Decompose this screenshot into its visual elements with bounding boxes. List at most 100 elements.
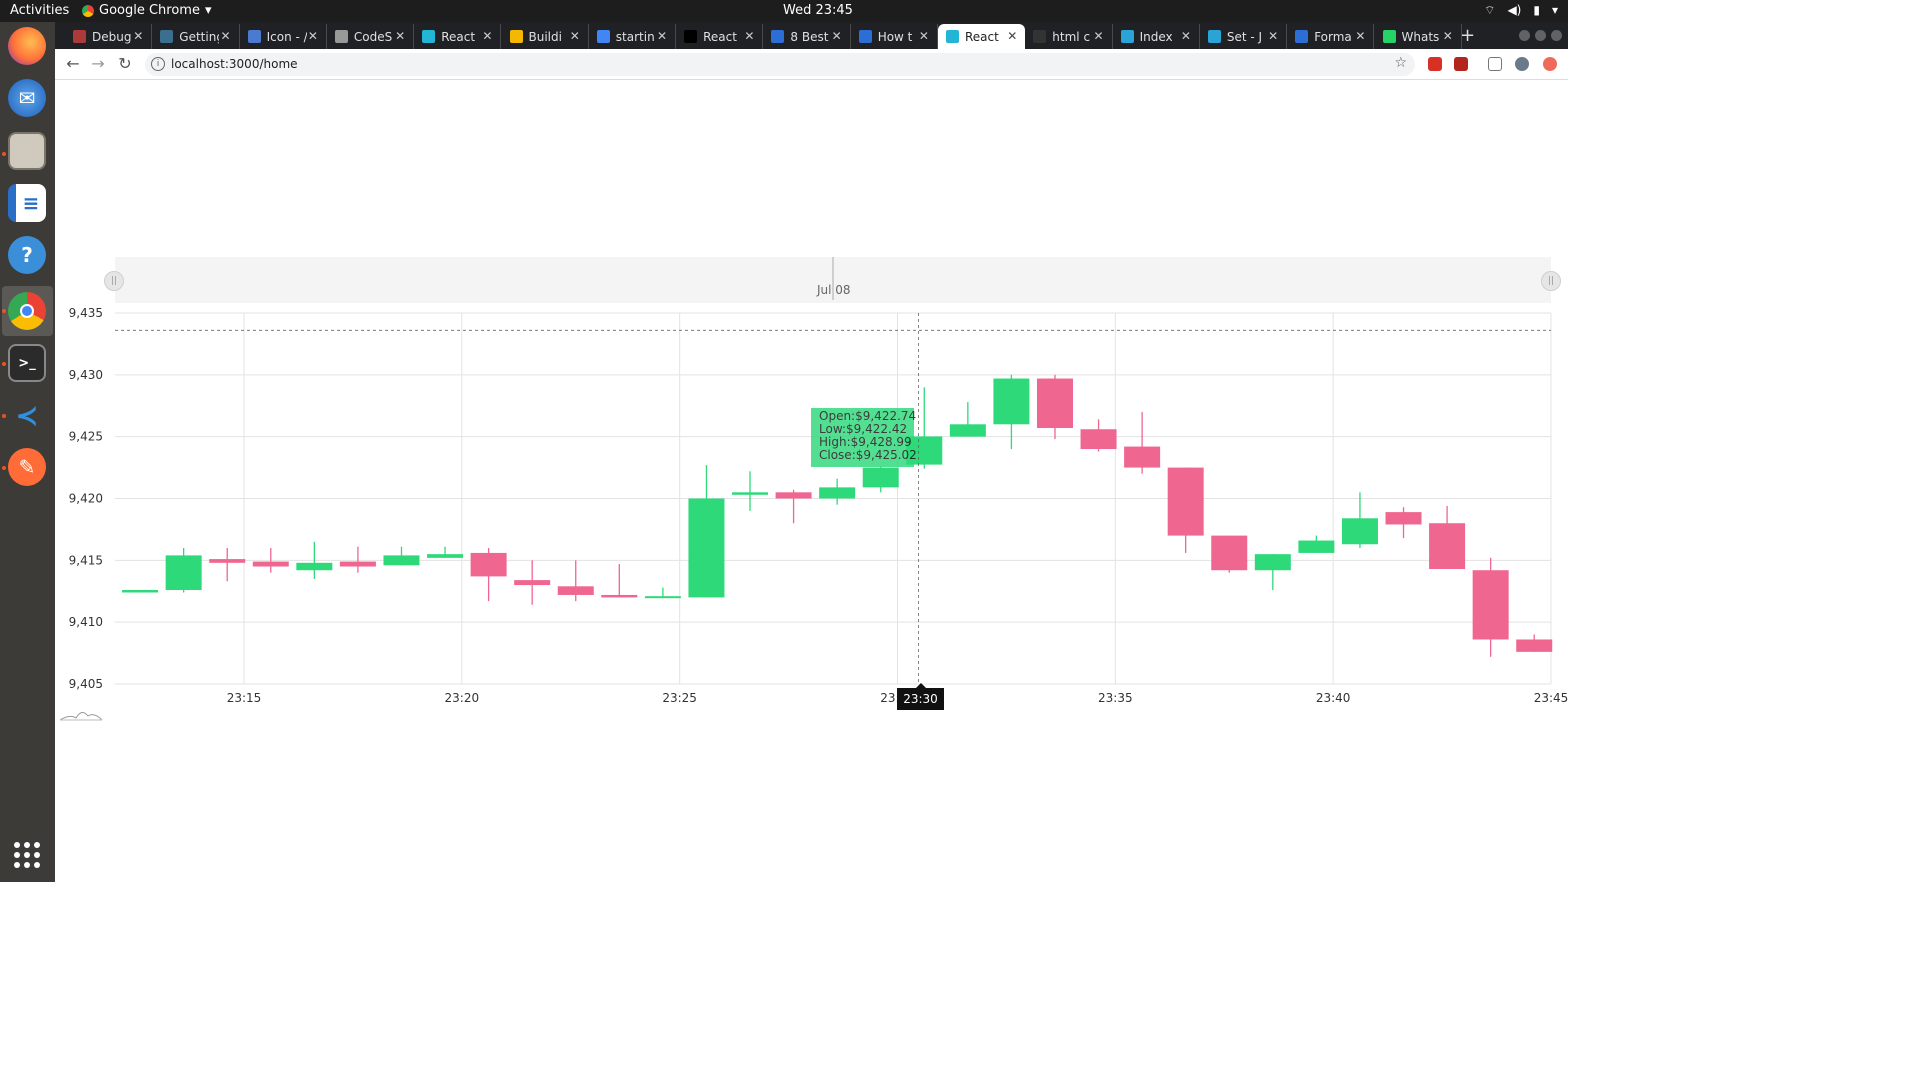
browser-tab[interactable]: Forma ✕ (1287, 24, 1375, 49)
tab-title: Forma (1314, 29, 1352, 44)
activities-button[interactable]: Activities (10, 3, 70, 18)
close-tab-icon[interactable]: ✕ (1180, 29, 1191, 43)
close-tab-icon[interactable]: ✕ (1268, 29, 1279, 43)
candle-body (252, 561, 289, 567)
browser-tab[interactable]: Icon - / ✕ (240, 24, 327, 49)
candle-body (1385, 512, 1422, 525)
forward-button[interactable]: → (91, 54, 105, 73)
browser-toolbar: ← → ↻ i localhost:3000/home ☆ (55, 49, 1568, 80)
candle-body (1472, 570, 1509, 640)
terminal-icon[interactable]: >_ (8, 344, 46, 382)
browser-tab[interactable]: Index ✕ (1113, 24, 1200, 49)
running-indicator (2, 362, 6, 366)
chrome-icon[interactable] (8, 292, 46, 330)
tab-title: Whats (1401, 29, 1440, 44)
update-icon[interactable] (1543, 57, 1557, 71)
candle-body (1254, 554, 1291, 571)
close-tab-icon[interactable]: ✕ (657, 29, 668, 43)
tab-title: CodeS (353, 29, 393, 44)
tab-title: startin (615, 29, 655, 44)
new-tab-button[interactable]: + (1460, 25, 1476, 46)
browser-tab[interactable]: Debug ✕ (65, 24, 153, 49)
tooltip-open: Open:$9,422.74 (819, 409, 917, 423)
files-icon[interactable] (8, 132, 46, 170)
close-tab-icon[interactable]: ✕ (307, 29, 318, 43)
postman-icon[interactable]: ✎ (8, 448, 46, 486)
close-tab-icon[interactable]: ✕ (1007, 29, 1018, 43)
close-tab-icon[interactable]: ✕ (395, 29, 406, 43)
show-applications-icon[interactable] (14, 842, 40, 868)
browser-window: + Debug✕Getting✕Icon - /✕CodeS✕React✕Bui… (55, 22, 1568, 882)
tooltip-high: High:$9,428.99 (819, 435, 912, 449)
candle-body (732, 492, 769, 495)
close-tab-icon[interactable]: ✕ (482, 29, 493, 43)
close-tab-icon[interactable]: ✕ (1093, 29, 1104, 43)
candle-body (1036, 378, 1073, 429)
app-menu[interactable]: Google Chrome ▾ (82, 3, 212, 18)
close-tab-icon[interactable]: ✕ (744, 29, 755, 43)
close-tab-icon[interactable]: ✕ (1355, 29, 1366, 43)
browser-tab[interactable]: html c ✕ (1025, 24, 1113, 49)
tab-title: html c (1052, 29, 1091, 44)
extension-red-icon[interactable] (1428, 57, 1442, 71)
close-tab-icon[interactable]: ✕ (569, 29, 580, 43)
candle-body (688, 498, 725, 598)
tab-favicon-icon (771, 30, 785, 43)
vscode-icon[interactable]: ≺ (15, 398, 39, 432)
tab-title: Getting (179, 29, 219, 44)
tab-title: Debug (92, 29, 132, 44)
close-window-button[interactable] (1551, 30, 1562, 41)
browser-tab[interactable]: startin ✕ (589, 24, 677, 49)
bookmark-star-icon[interactable]: ☆ (1394, 55, 1407, 71)
minimize-button[interactable] (1519, 30, 1530, 41)
browser-tab[interactable]: 8 Best ✕ (763, 24, 851, 49)
clock[interactable]: Wed 23:45 (783, 3, 853, 18)
url-text[interactable]: localhost:3000/home (171, 57, 298, 71)
firefox-icon[interactable] (8, 27, 46, 65)
reload-button[interactable]: ↻ (118, 54, 132, 73)
tab-title: React (441, 29, 476, 44)
close-tab-icon[interactable]: ✕ (1442, 29, 1453, 43)
browser-tab[interactable]: Set - J ✕ (1200, 24, 1288, 49)
info-icon[interactable]: i (151, 57, 165, 71)
writer-icon[interactable]: ≡ (8, 184, 46, 222)
candle-body (514, 580, 551, 586)
browser-tab[interactable]: How t ✕ (851, 24, 938, 49)
help-icon[interactable]: ? (8, 236, 46, 274)
thunderbird-icon[interactable]: ✉ (8, 79, 46, 117)
tab-favicon-icon (509, 30, 523, 43)
system-top-bar: Activities Google Chrome ▾ Wed 23:45 ⌔ ◀… (0, 0, 1568, 22)
tab-title: 8 Best (790, 29, 829, 44)
navigator-date-label: Jul 08 (817, 283, 851, 297)
x-tick-label: 23:40 (1316, 691, 1351, 705)
address-bar[interactable]: i localhost:3000/home ☆ (145, 53, 1415, 76)
maximize-button[interactable] (1535, 30, 1546, 41)
profile-avatar[interactable] (1515, 57, 1529, 71)
tab-title: React (703, 29, 737, 44)
system-tray[interactable]: ⌔ ◀) ▮ ▾ (1484, 3, 1558, 18)
browser-tab[interactable]: React ✕ (938, 24, 1026, 49)
candle-body (165, 555, 202, 591)
close-tab-icon[interactable]: ✕ (220, 29, 231, 43)
extension-red-square-icon[interactable] (1454, 57, 1468, 71)
tab-favicon-icon (684, 30, 698, 43)
close-tab-icon[interactable]: ✕ (133, 29, 144, 43)
browser-tab[interactable]: React ✕ (676, 24, 764, 49)
candlestick-chart[interactable]: 9,435 9,430 9,425 9,420 9,415 9,410 9,405 23:15… (0, 0, 1568, 882)
navigator-left-handle[interactable]: || (104, 271, 124, 291)
y-tick-label: 9,410 (69, 615, 103, 629)
browser-tab[interactable]: React ✕ (414, 24, 502, 49)
close-tab-icon[interactable]: ✕ (918, 29, 929, 43)
tab-title: Set - J (1226, 29, 1263, 44)
tab-title: Index (1139, 29, 1173, 44)
browser-tab[interactable]: Getting✕ (152, 24, 240, 49)
media-queue-icon[interactable] (1488, 57, 1502, 71)
navigator-right-handle[interactable]: || (1541, 271, 1561, 291)
close-tab-icon[interactable]: ✕ (831, 29, 842, 43)
tab-favicon-icon (1382, 30, 1396, 43)
back-button[interactable]: ← (66, 54, 80, 73)
browser-tab[interactable]: CodeS ✕ (327, 24, 415, 49)
tab-favicon-icon (946, 30, 959, 43)
browser-tab[interactable]: Buildi ✕ (502, 24, 589, 49)
browser-tab[interactable]: Whats ✕ (1375, 24, 1462, 49)
